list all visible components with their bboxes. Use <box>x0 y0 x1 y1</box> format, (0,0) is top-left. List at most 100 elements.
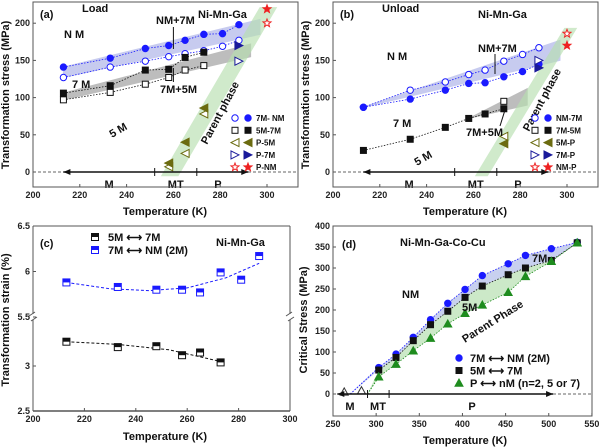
phase-label-p: P <box>468 401 475 413</box>
alloy-label: Ni-Mn-Ga <box>198 9 248 21</box>
data-point-filled <box>406 95 414 103</box>
axis-break-mark <box>285 311 293 317</box>
y-tick-label: 100 <box>315 93 330 103</box>
data-point <box>521 264 529 272</box>
data-point-open <box>500 57 508 65</box>
annotation-arrow <box>499 109 506 127</box>
axis-break-mark <box>30 316 38 322</box>
marker-fill <box>91 246 99 250</box>
data-point-open <box>200 62 208 70</box>
y-tick-label: 200 <box>315 18 330 28</box>
data-point-open <box>534 55 545 66</box>
axis-break <box>286 314 294 320</box>
data-point-open <box>465 70 473 79</box>
x-tick-label: 200 <box>25 190 40 200</box>
data-point-open <box>498 131 509 142</box>
data-point-filled <box>498 138 509 149</box>
data-point <box>152 342 161 351</box>
data-point <box>113 282 122 291</box>
data-point-open <box>218 42 227 50</box>
data-point <box>478 282 486 290</box>
plot-frame <box>32 1 299 188</box>
data-point-open <box>261 17 273 28</box>
trend-line <box>378 242 578 371</box>
data-point <box>504 260 512 268</box>
load-mode-label: Load <box>82 3 108 15</box>
data-point <box>461 293 469 301</box>
data-point <box>196 348 205 357</box>
legend-marker-open <box>231 114 239 122</box>
x-tick-label: 300 <box>259 190 274 200</box>
data-point <box>255 252 264 261</box>
legend-marker <box>91 233 99 241</box>
data-point-filled <box>200 48 208 56</box>
data-point-open <box>59 96 67 104</box>
x-tick-label: 200 <box>25 414 40 424</box>
y-tick-label: 100 <box>315 347 330 357</box>
alloy-label: Ni-Mn-Ga <box>478 9 528 21</box>
legend-label: P-NM <box>256 163 277 172</box>
legend-marker-open <box>229 161 241 172</box>
arrow-left-icon <box>63 169 71 175</box>
phase-label-p: P <box>214 179 221 191</box>
panel-c: 200 220 240 260 280 300 2.5 3 5.5 6 6.5 Temperature… <box>0 221 298 443</box>
legend-marker-filled <box>242 161 254 172</box>
legend-marker-filled <box>244 126 252 134</box>
data-point-filled <box>141 44 150 53</box>
x-tick-label: 500 <box>541 419 556 429</box>
data-point-open <box>106 63 114 71</box>
data-point-open <box>181 66 189 74</box>
legend-label: 7M-5M <box>556 126 581 135</box>
x-tick-label: 280 <box>231 414 246 424</box>
data-point <box>521 251 530 260</box>
data-point-open <box>141 57 150 65</box>
x-axis-label: Temperature (K) <box>123 206 207 218</box>
legend-marker-filled <box>242 137 253 148</box>
region-label-nm: N M <box>387 51 407 63</box>
x-tick-label: 200 <box>325 190 340 200</box>
plot-frame <box>332 1 599 188</box>
data-point-filled <box>59 63 68 71</box>
marker-fill <box>62 338 70 342</box>
region-label-nm: N M <box>64 29 84 41</box>
data-point <box>113 343 122 352</box>
data-point-filled <box>518 67 527 76</box>
x-tick-label: 300 <box>282 414 297 424</box>
panel-a: M MT P 200 220 240 260 280 300 0 50 100 150 200 Temper… <box>0 1 299 218</box>
legend-marker-filled <box>542 137 553 148</box>
data-point <box>477 299 488 309</box>
x-tick-label: 250 <box>325 419 340 429</box>
region-label-nm7m: NM+7M <box>478 43 517 55</box>
region-label-5m: 5 M <box>413 149 435 169</box>
panel-tag: (c) <box>40 238 54 250</box>
data-point-filled <box>359 103 368 111</box>
x-tick-label: 240 <box>128 414 143 424</box>
data-point-filled <box>441 123 449 131</box>
data-point-filled <box>406 135 414 143</box>
data-point-open <box>179 148 190 159</box>
legend-marker-open <box>529 137 540 148</box>
legend-marker-filled <box>244 114 252 122</box>
x-tick-label: 260 <box>166 190 181 200</box>
legend-marker <box>455 354 463 362</box>
panel-tag: (b) <box>340 9 354 21</box>
data-point-filled <box>500 105 508 113</box>
data-point-open <box>535 44 543 52</box>
y-tick-label: 50 <box>20 130 30 140</box>
y-tick-label: 0 <box>25 167 30 177</box>
y-tick-label: 2.5 <box>17 406 30 416</box>
x-tick-label: 240 <box>119 190 134 200</box>
legend-marker-filled <box>544 126 552 134</box>
data-point <box>444 307 452 315</box>
y-axis-label: Transformation stress (MPa) <box>0 20 12 169</box>
x-axis-label: Temperature (K) <box>423 435 507 447</box>
data-point-open <box>561 28 573 39</box>
data-point-filled <box>234 40 245 51</box>
data-point-filled <box>165 65 173 73</box>
data-point-filled <box>163 158 174 168</box>
data-point-open <box>141 80 149 88</box>
y-tick-label: 0 <box>325 389 330 399</box>
x-axis-label: Temperature (K) <box>423 206 507 218</box>
legend-label: 7M-P <box>556 151 576 160</box>
